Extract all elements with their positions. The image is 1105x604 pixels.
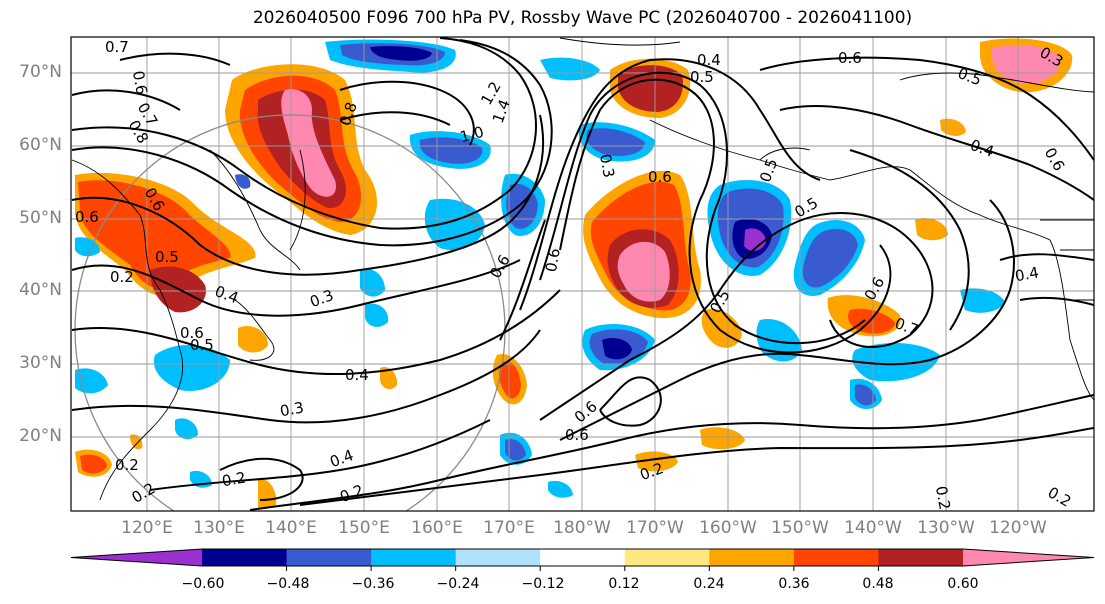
lon-label: 150°W [771,518,829,538]
contour-label: 0.5 [155,248,179,266]
contour-label: 0.6 [75,208,99,226]
colorbar-segment [709,549,795,566]
lat-label: 60°N [19,135,62,155]
contour-label: 0.7 [105,38,129,56]
colorbar-tick-label: −0.48 [266,576,310,592]
contour-label: 0.2 [115,456,139,474]
contour-label: 0.3 [279,398,306,420]
colorbar-tick-label: −0.24 [436,576,480,592]
colorbar-tick-label: −0.60 [181,576,225,592]
colorbar-segment [878,549,964,566]
contour-label: 0.4 [1014,263,1041,285]
lat-label: 20°N [19,426,62,446]
colorbar-tick-label: −0.12 [521,576,565,592]
colorbar-segment [793,549,879,566]
colorbar-tick-label: 0.60 [947,576,979,592]
colorbar-ticks [286,566,879,571]
contour-label: 0.2 [932,485,954,512]
colorbar-segment [71,549,202,566]
colorbar-segment [455,549,541,566]
lat-label: 40°N [19,280,62,300]
contour-label: 0.6 [180,324,204,342]
lon-label: 160°W [699,518,757,538]
lat-label: 50°N [19,208,62,228]
lat-label: 30°N [19,353,62,373]
lon-label: 140°E [265,518,317,538]
lon-label: 120°E [121,518,173,538]
coastlines [71,37,1094,501]
lon-label: 120°W [989,518,1047,538]
lon-label: 150°E [338,518,390,538]
lon-label: 130°E [193,518,245,538]
colorbar-outline [70,548,1095,567]
colorbar-segment [286,549,372,566]
lon-label: 130°W [917,518,975,538]
positive-anomalies [75,38,1073,510]
colorbar-segment [624,549,710,566]
lon-label: 180°W [553,518,611,538]
colorbar-tick-label: 0.24 [693,576,725,592]
colorbar [70,548,1095,567]
contour-label: 0.5 [690,68,714,86]
contour-label: 0.4 [697,51,721,69]
colorbar-tick-label: −0.36 [351,576,395,592]
contour-label: 0.5 [190,336,214,354]
contour-label: 0.6 [129,69,151,96]
contour-label: 1.0 [458,123,486,147]
lon-label: 160°E [411,518,463,538]
colorbar-segment [202,549,288,566]
map-content: 0.7 0.6 0.7 0.8 1.2 1.4 0.5 0.4 0.6 1.0 … [71,37,1094,512]
contour-label: 0.2 [110,268,134,286]
map-title: 2026040500 F096 700 hPa PV, Rossby Wave … [252,8,913,28]
contour-label: 0.2 [221,468,248,490]
pv-contours [71,37,1094,511]
contour-label: 0.3 [596,153,618,180]
contour-label: 0.6 [648,168,672,186]
lat-label: 70°N [19,62,62,82]
colorbar-segment [540,549,626,566]
colorbar-segment [371,549,457,566]
colorbar-tick-label: 0.36 [778,576,810,592]
colorbar-segment [963,549,1094,566]
lon-label: 170°E [483,518,535,538]
contour-label: 0.6 [565,426,589,444]
lon-label: 140°W [844,518,902,538]
contour-label: 0.4 [345,366,369,384]
colorbar-tick-label: 0.12 [608,576,640,592]
contour-label: 0.6 [542,247,564,274]
colorbar-tick-label: 0.48 [862,576,894,592]
contour-label: 0.6 [838,49,862,67]
lon-label: 170°W [626,518,684,538]
